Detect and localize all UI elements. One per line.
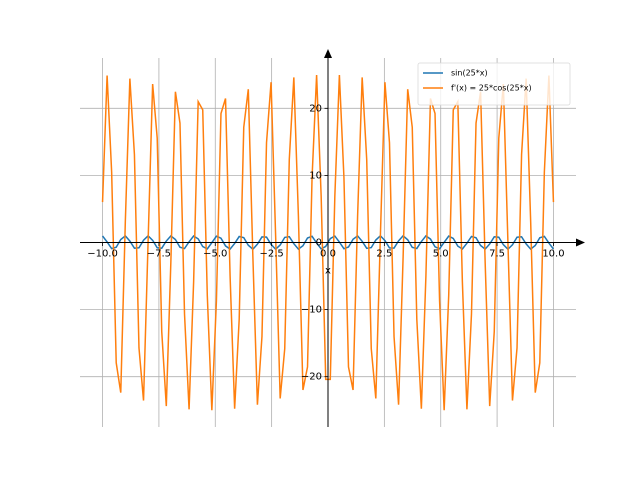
y-arrow [324,49,332,58]
legend-label: sin(25*x) [451,69,488,78]
y-tick-label: −20 [301,372,322,383]
x-tick-label: 2.5 [376,249,392,260]
legend-box [417,62,571,106]
x-tick-label: 10.0 [542,249,564,260]
legend-label: f'(x) = 25*cos(25*x) [451,84,532,93]
axes: −10.0−7.5−5.0−2.50.02.55.07.510.0−20−100… [80,49,585,427]
y-tick-label: 10 [309,170,322,181]
legend: sin(25*x) f'(x) = 25*cos(25*x) [417,62,571,106]
x-tick-label: 7.5 [489,249,505,260]
x-tick-label: −2.5 [259,249,283,260]
y-tick-label: 20 [309,103,322,114]
y-tick-label: −10 [301,305,322,316]
x-axis-label: x [325,266,331,277]
x-tick-label: −7.5 [147,249,171,260]
x-tick-label: 5.0 [433,249,449,260]
x-arrow [576,238,585,247]
x-tick-label: −10.0 [87,249,118,260]
x-tick-label: −5.0 [203,249,227,260]
